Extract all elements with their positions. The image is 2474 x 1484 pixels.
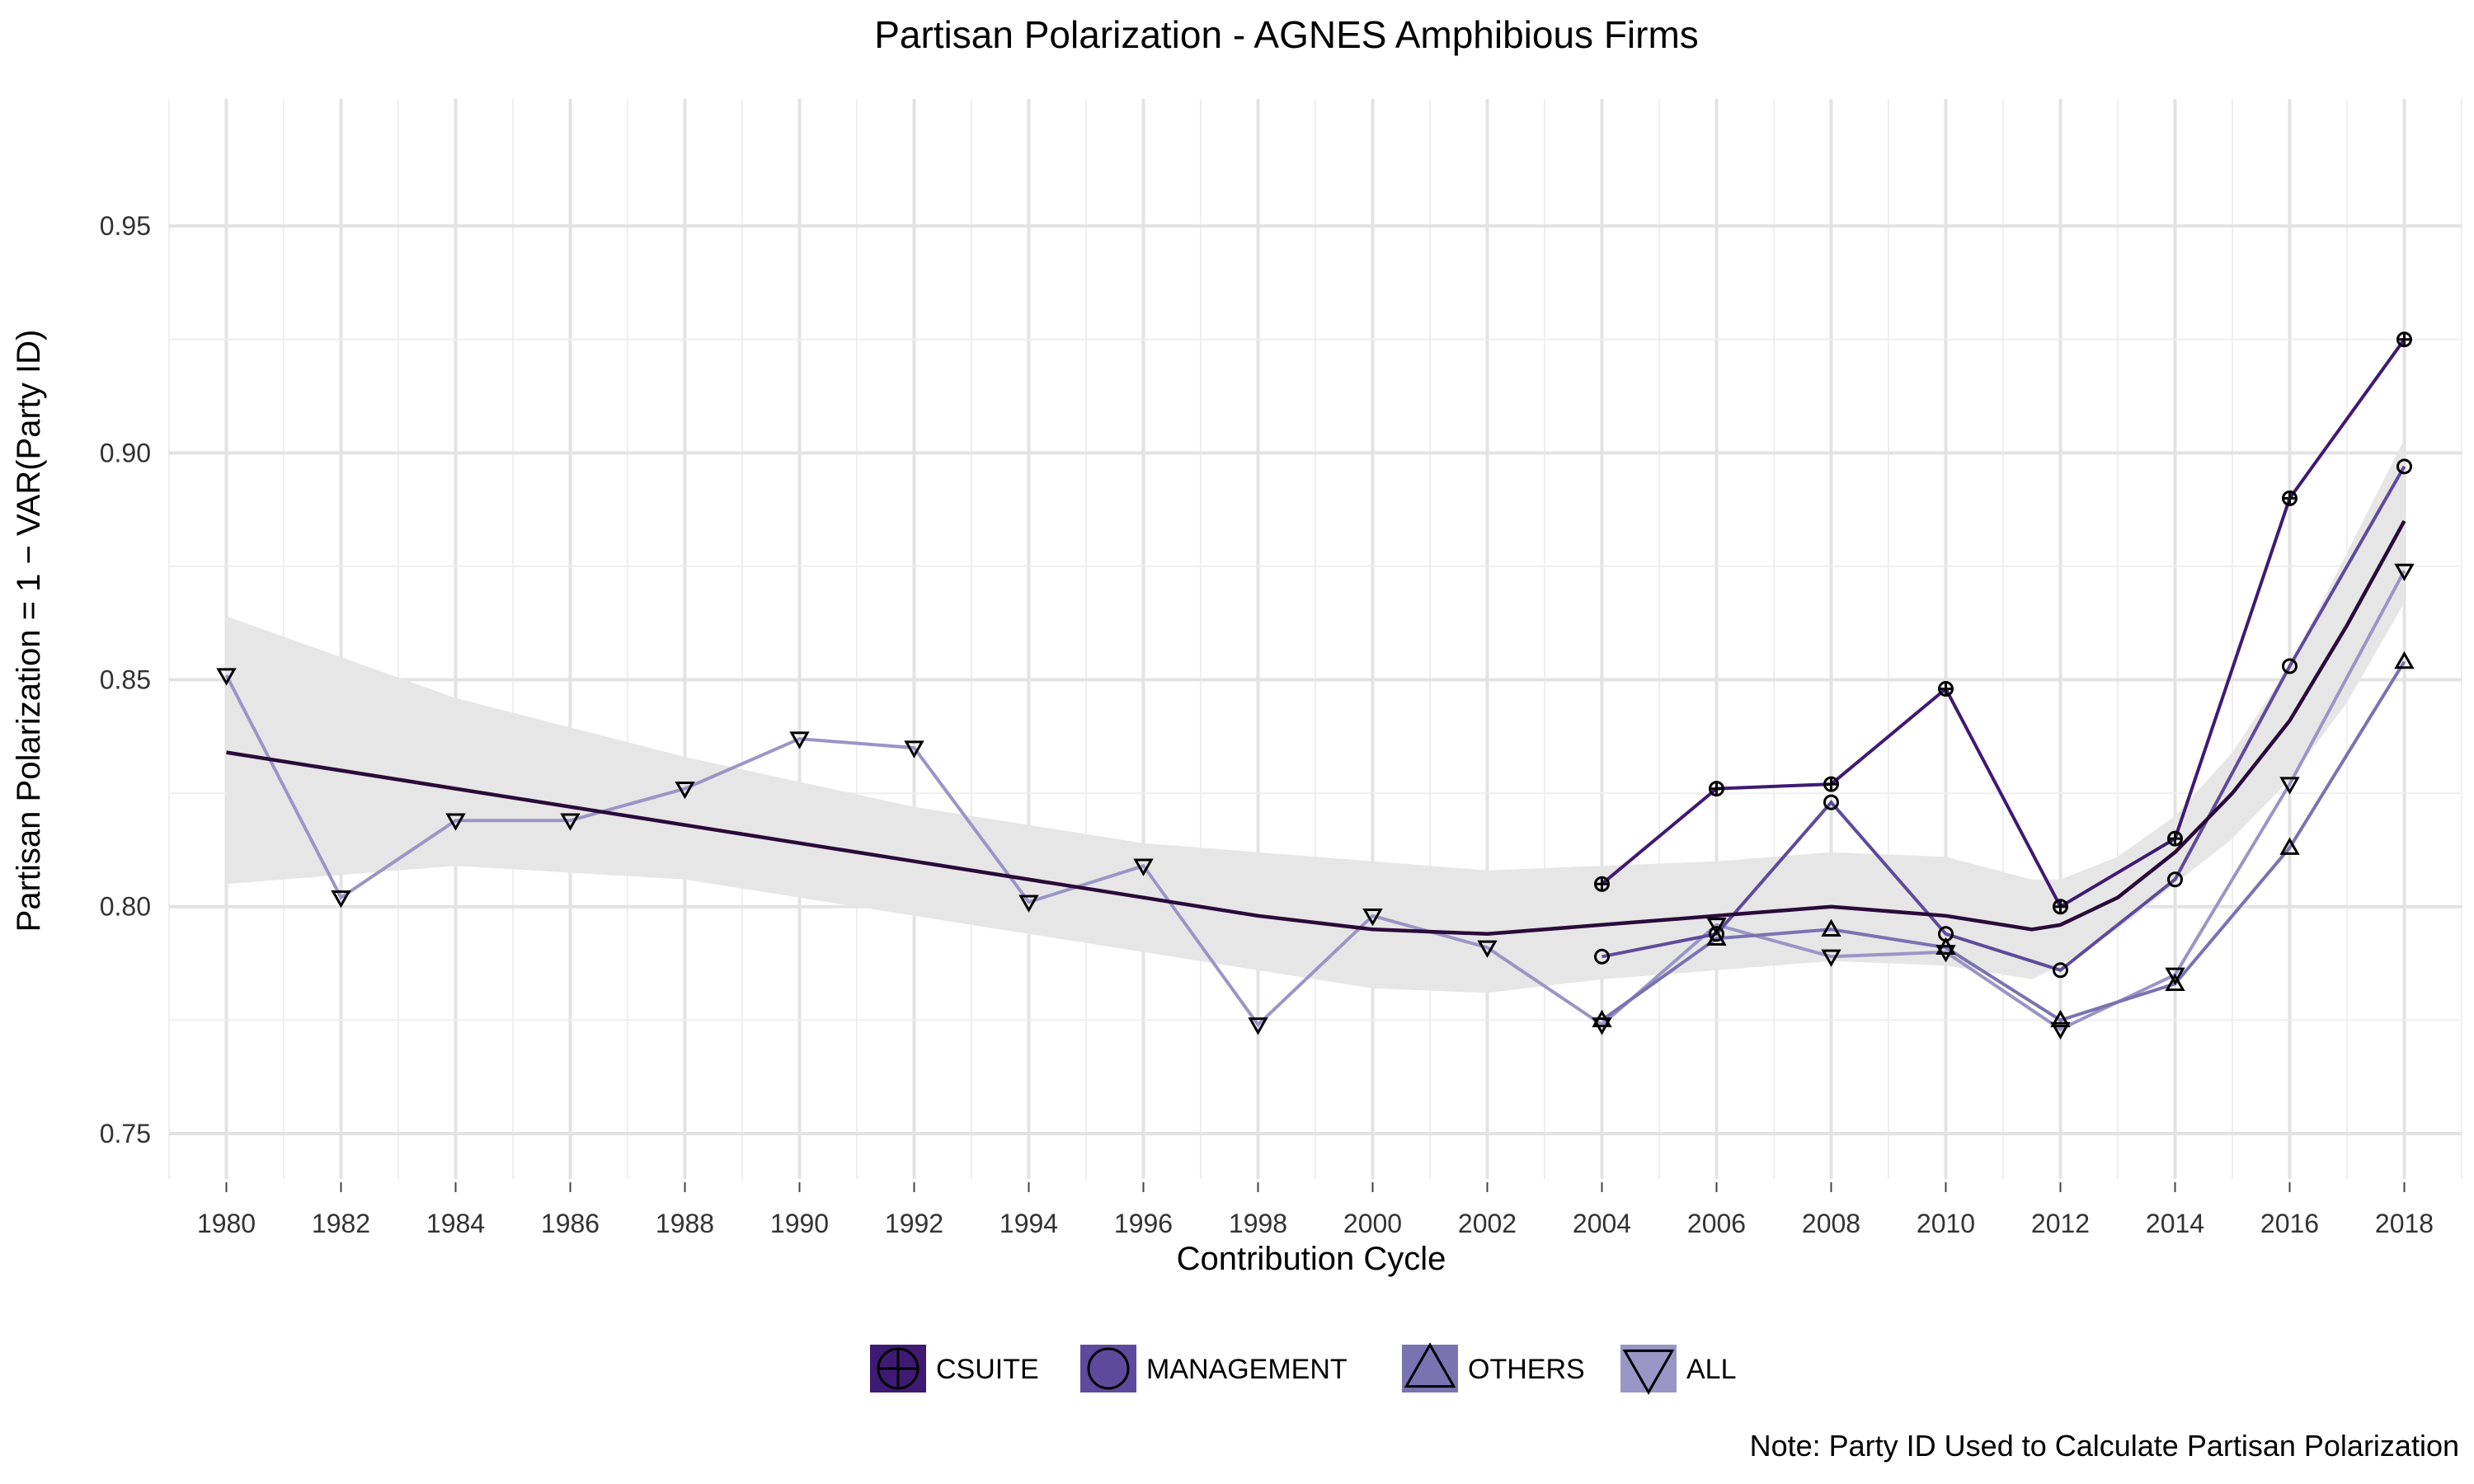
data-point-csuite [1823,776,1839,792]
x-tick-label: 2006 [1687,1209,1746,1238]
legend-key-swatch [1402,1345,1458,1392]
data-point-all [1018,895,1039,913]
series-lines [224,338,2406,1031]
legend-item-others: OTHERS [1402,1342,1585,1392]
data-point-management [2167,871,2183,888]
data-point-management [1823,794,1839,810]
x-tick-label: 2000 [1343,1209,1402,1238]
data-point-all [1821,949,1841,967]
x-tick-label: 2014 [2146,1209,2204,1238]
legend-label: OTHERS [1468,1354,1585,1385]
legend-label: ALL [1686,1354,1737,1385]
data-point-csuite [2053,899,2068,915]
x-tick-label: 1998 [1229,1209,1287,1238]
data-point-management [1709,926,1724,942]
data-point-management [2053,962,2068,979]
legend-key-marker [1087,1347,1130,1390]
data-point-all [331,890,351,909]
legend-label: MANAGEMENT [1146,1354,1348,1385]
axis-ticks: 1980 1982 1984 1986 1988 1990 1992 1994 1996 1998… [100,211,2434,1238]
y-tick-label: 0.85 [100,665,151,695]
data-point-all [675,781,695,800]
data-point-others [2279,837,2300,855]
series-line-csuite [1601,338,2406,909]
data-point-all [1133,858,1154,876]
smooth-line [226,519,2406,937]
x-tick-label: 2016 [2260,1209,2319,1238]
data-point-csuite [1709,781,1724,797]
chart-note: Note: Party ID Used to Calculate Partisa… [1750,1429,2459,1463]
x-tick-label: 1984 [426,1209,485,1238]
x-tick-label: 1990 [770,1209,829,1238]
data-point-csuite [1938,681,1954,697]
chart-title: Partisan Polarization - AGNES Amphibious… [874,13,1699,56]
x-tick-label: 2012 [2031,1209,2090,1238]
series-markers [216,331,2415,1040]
legend-key-marker [877,1347,920,1390]
data-point-management [1938,926,1954,942]
legend-key-swatch [1620,1345,1677,1392]
legend-key-marker [1404,1342,1456,1388]
legend: CSUITE MANAGEMENT OTHERS ALL [870,1342,1737,1395]
data-point-all [1477,940,1498,958]
x-tick-label: 2008 [1802,1209,1860,1238]
data-point-all [216,668,237,686]
data-point-others [1935,937,1956,955]
data-point-csuite [2282,490,2298,506]
x-tick-label: 1992 [885,1209,943,1238]
data-point-others [2394,650,2415,669]
data-point-all [560,813,581,831]
data-point-all [2050,1021,2071,1040]
x-tick-label: 1996 [1114,1209,1173,1238]
x-tick-label: 1986 [541,1209,600,1238]
y-tick-label: 0.90 [100,438,151,467]
data-point-csuite [1594,876,1610,892]
data-point-all [904,740,924,758]
x-tick-label: 1980 [197,1209,256,1238]
data-point-all [2165,967,2185,985]
y-tick-label: 0.75 [100,1119,151,1148]
x-axis-title: Contribution Cycle [1177,1241,1446,1277]
data-point-management [1594,948,1610,965]
y-axis-title: Partisan Polarization = 1 − VAR(Party ID… [11,330,47,932]
data-point-management [2282,658,2298,674]
series-line-all [224,570,2406,1031]
x-tick-label: 1982 [312,1209,370,1238]
legend-key-marker [1622,1349,1675,1395]
data-point-others [2165,973,2185,992]
data-point-all [1362,909,1383,927]
data-point-all [1248,1017,1268,1036]
data-point-others [1821,918,1841,937]
data-point-others [2050,1009,2071,1028]
y-tick-label: 0.95 [100,211,151,241]
data-point-others [1706,928,1727,946]
confidence-band [226,439,2405,993]
x-tick-label: 2004 [1573,1209,1631,1238]
confidence-band-area [226,439,2405,993]
legend-item-all: ALL [1620,1345,1737,1395]
data-point-csuite [2167,830,2183,847]
smooth-trend-line [226,519,2406,937]
data-point-all [2394,563,2415,582]
x-tick-label: 2018 [2375,1209,2434,1238]
x-tick-label: 1994 [999,1209,1058,1238]
legend-label: CSUITE [936,1354,1039,1385]
grid [168,99,2462,1179]
series-line-management [1602,465,2406,973]
x-tick-label: 2010 [1917,1209,1975,1238]
data-point-all [1706,918,1727,936]
data-point-all [445,813,466,831]
y-tick-label: 0.80 [100,892,151,922]
data-point-all [789,731,810,749]
data-point-management [2396,458,2412,475]
legend-item-csuite: CSUITE [870,1345,1039,1392]
data-point-all [2279,777,2300,795]
legend-item-management: MANAGEMENT [1080,1345,1348,1392]
x-tick-label: 2002 [1458,1209,1517,1238]
data-point-csuite [2396,331,2412,348]
x-tick-label: 1988 [656,1209,714,1238]
series-line-others [1601,660,2406,1022]
data-point-others [1592,1009,1612,1028]
